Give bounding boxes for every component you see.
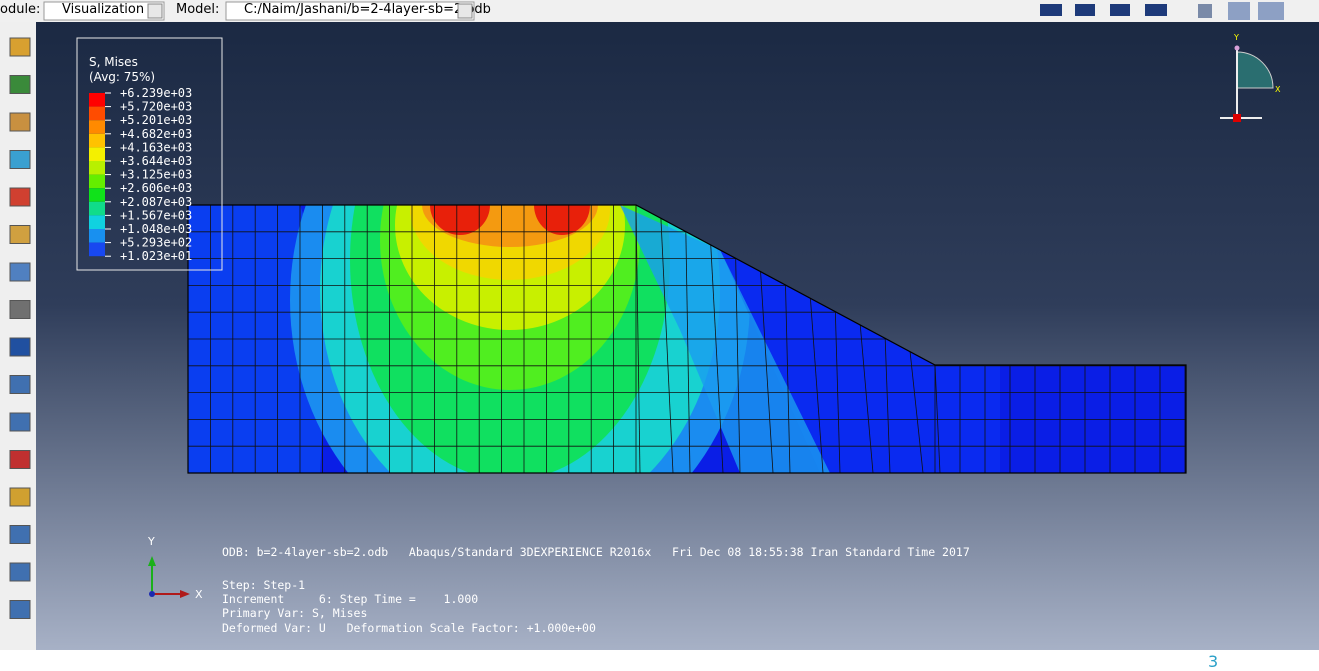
corner-text: 3 [1208,652,1218,667]
legend-label: +6.239e+03 [120,86,192,100]
tool-button[interactable] [9,450,31,469]
axis-x-label: X [195,588,203,601]
legend-swatch [89,133,105,148]
step-info: Step: Step-1 [222,578,305,592]
tool-button[interactable] [9,150,31,169]
mesh-line [934,364,941,473]
combo-arrow[interactable] [147,3,163,19]
arrow-head [180,590,190,598]
tool-button[interactable] [9,525,31,544]
status-strip [0,650,1319,667]
legend-label: +4.682e+03 [120,127,192,141]
legend-label: +1.023e+01 [120,249,192,263]
tool-button[interactable] [1198,4,1212,18]
legend-title: S, Mises [89,55,138,69]
contour-plot [188,205,1186,473]
deformed-var: Deformed Var: U Deformation Scale Factor… [222,621,596,635]
mesh-line [710,244,724,473]
odb-info: ODB: b=2-4layer-sb=2.odb Abaqus/Standard… [222,545,970,559]
axis-origin [149,591,155,597]
mesh-line [859,324,874,473]
legend-swatch [89,120,105,134]
triad-y-label: Y [1233,33,1239,42]
tool-button[interactable] [9,300,31,319]
legend-subtitle: (Avg: 75%) [89,70,155,84]
legend-swatch [89,215,105,229]
legend-swatch [89,93,105,107]
next-frame-button[interactable] [1110,4,1130,16]
legend-label: +2.087e+03 [120,195,192,209]
legend-label: +3.644e+03 [120,154,192,168]
tool-button[interactable] [9,37,31,57]
legend-label: +1.567e+03 [120,208,192,222]
model-value: C:/Naim/Jashani/b=2-4layer-sb=2.odb [244,2,491,17]
tool-button[interactable] [9,262,31,282]
tool-button[interactable] [9,487,31,507]
model-label: Model: [176,2,219,17]
mesh-line [660,218,674,473]
mesh-line [909,351,924,473]
triad-x-label: X [1275,85,1281,94]
tool-button[interactable] [1258,2,1284,20]
legend-label: +3.125e+03 [120,168,192,182]
axis-y-label: Y [147,535,155,548]
mesh-line [735,258,741,473]
legend-swatch [89,188,105,202]
module-combo[interactable] [43,1,165,21]
view-triad [1220,45,1274,122]
first-frame-button[interactable] [1040,4,1062,16]
tool-button[interactable] [9,562,31,582]
last-frame-button[interactable] [1145,4,1167,16]
legend-swatch [89,161,105,175]
tool-button[interactable] [9,412,31,432]
tool-button[interactable] [9,225,31,244]
legend-label: +2.606e+03 [120,181,192,195]
legend-label: +4.163e+03 [120,140,192,154]
legend-swatch [89,174,105,189]
tool-button[interactable] [9,600,31,619]
module-value: Visualization [62,2,144,17]
prev-frame-button[interactable] [1075,4,1095,16]
legend-swatch [89,106,105,121]
part-outline [187,204,1187,474]
tool-button[interactable] [9,375,31,394]
mesh-line [760,271,774,473]
tool-button[interactable] [1228,2,1250,20]
primary-var: Primary Var: S, Mises [222,606,367,620]
legend-label: +5.293e+02 [120,236,192,250]
tool-button[interactable] [9,112,31,132]
tool-button[interactable] [9,75,31,94]
legend-label: +1.048e+03 [120,222,192,236]
arrow-head [148,556,156,566]
increment-info: Increment 6: Step Time = 1.000 [222,592,478,606]
mesh-line [834,311,841,473]
mesh-line [785,284,791,473]
legend-swatch [89,201,105,216]
module-label: odule: [0,2,40,17]
legend-label: +5.201e+03 [120,113,192,127]
mesh-line [635,205,641,473]
tool-button[interactable] [9,187,31,207]
tool-button[interactable] [9,337,31,357]
mesh-line [810,298,824,473]
legend-swatch [89,229,105,243]
legend-box [76,37,223,271]
model-combo[interactable] [225,1,475,21]
mesh-line [884,338,891,473]
legend-label: +5.720e+03 [120,100,192,114]
legend-swatch [89,242,105,257]
combo-arrow[interactable] [457,3,473,19]
legend-swatch [89,147,105,161]
mesh-line [685,231,691,473]
